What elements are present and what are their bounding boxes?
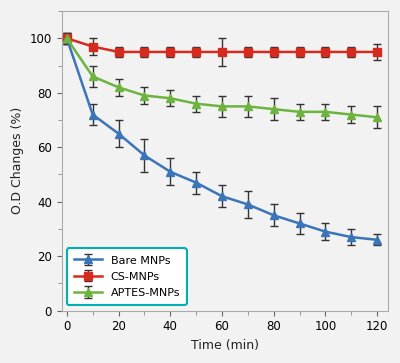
Y-axis label: O.D Changes (%): O.D Changes (%): [11, 107, 24, 215]
X-axis label: Time (min): Time (min): [190, 339, 258, 352]
Legend: Bare MNPs, CS-MNPs, APTES-MNPs: Bare MNPs, CS-MNPs, APTES-MNPs: [67, 248, 187, 305]
